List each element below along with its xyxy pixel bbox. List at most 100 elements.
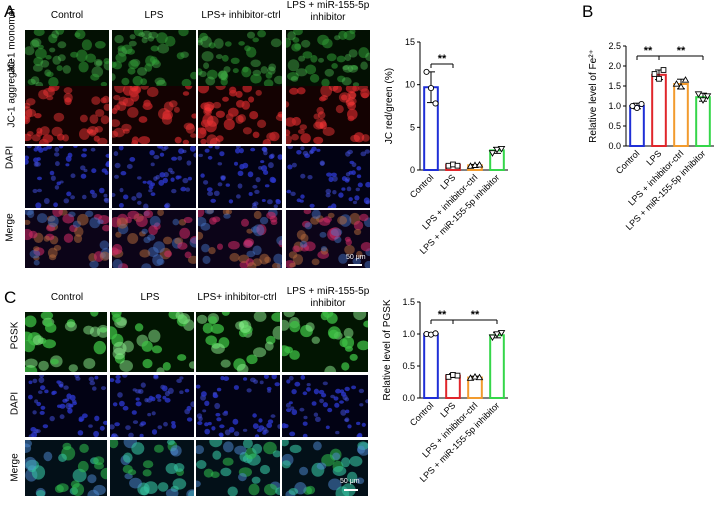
data-point <box>493 146 501 154</box>
c-scale-bar <box>344 489 358 491</box>
bar <box>629 105 645 147</box>
significance-label: ** <box>677 45 686 57</box>
c-row-merge: Merge <box>9 453 21 482</box>
y-tick-label: 1.5 <box>402 297 415 307</box>
data-point <box>488 334 497 342</box>
a-tile-r1-c0 <box>25 86 109 144</box>
a-tile-r0-c1 <box>112 30 196 86</box>
significance-label: ** <box>644 45 653 57</box>
data-point <box>656 75 662 82</box>
chart-jc-red-green: 0 5 10 15 JC red/green (%) Control LPS LPS + in… <box>380 30 570 275</box>
bar <box>489 334 505 399</box>
c-tile-r0-c3 <box>282 312 368 372</box>
data-point <box>633 104 641 112</box>
c-tile-r1-c0 <box>25 375 107 437</box>
chart-pgsk-level: 0.0 0.5 1.0 1.5 Relative level of PGSK Contro… <box>380 290 570 511</box>
significance-label: ** <box>471 309 480 321</box>
category-label: Control <box>408 400 436 428</box>
chart-fe2-level: 0.0 0.5 1.0 1.5 2.0 2.5 Relative level of Fe²⁺… <box>588 30 718 305</box>
c-col-inhibitor: LPS + miR-155-5p inhibitor <box>286 286 370 309</box>
y-axis-label: Relative level of Fe²⁺ <box>588 49 599 143</box>
data-point <box>699 97 707 104</box>
category-label: LPS <box>644 148 663 167</box>
data-point <box>651 71 658 77</box>
y-tick-label: 5 <box>410 122 415 132</box>
a-tile-r3-c0 <box>25 210 109 268</box>
c-tile-r0-c0 <box>25 312 107 372</box>
panel-label-c: C <box>4 288 17 307</box>
data-point <box>493 331 501 338</box>
c-row-pgsk: PGSK <box>9 321 21 350</box>
data-point <box>694 91 703 98</box>
data-point <box>488 150 497 157</box>
a-scale-bar <box>348 264 362 266</box>
category-label: Control <box>408 172 436 200</box>
y-tick-label: 0 <box>410 165 415 175</box>
a-tile-r3-c2 <box>198 210 282 268</box>
c-tile-r0-c2 <box>196 312 280 372</box>
data-point <box>638 100 645 108</box>
c-row-dapi: DAPI <box>9 391 21 416</box>
bar <box>673 83 689 147</box>
y-tick-label: 0.5 <box>402 361 415 371</box>
c-tile-r2-c2 <box>196 440 280 496</box>
c-tile-r2-c3 <box>282 440 368 496</box>
y-tick-label: 10 <box>405 80 415 90</box>
y-tick-label: 15 <box>405 37 415 47</box>
y-axis-label: JC red/green (%) <box>384 68 395 144</box>
c-tile-r0-c1 <box>110 312 194 372</box>
a-scale-bar-label: 50 μm <box>346 254 366 261</box>
bar <box>651 73 667 147</box>
a-tile-r2-c3 <box>286 146 370 208</box>
a-tile-r3-c1 <box>112 210 196 268</box>
a-col-inhibitor: LPS + miR-155-5p inhibitor <box>286 0 370 23</box>
a-tile-r1-c2 <box>198 86 282 144</box>
bar <box>423 333 439 399</box>
c-col-lps: LPS <box>140 292 160 303</box>
c-col-control: Control <box>50 292 84 303</box>
c-tile-r1-c1 <box>110 375 194 437</box>
y-tick-label: 0.5 <box>608 121 621 131</box>
y-tick-label: 1.0 <box>608 101 621 111</box>
a-row-dapi: DAPI <box>4 145 16 170</box>
a-tile-r0-c3 <box>286 30 370 86</box>
y-axis-label: Relative level of PGSK <box>382 299 393 400</box>
a-row-merge: Merge <box>4 213 16 242</box>
y-tick-label: 2.0 <box>608 61 621 71</box>
c-col-inhibitor-ctrl: LPS+ inhibitor-ctrl <box>197 292 277 303</box>
data-point <box>660 67 667 73</box>
data-point <box>471 372 479 380</box>
c-scale-bar-label: 50 μm <box>340 478 360 485</box>
a-col-control: Control <box>50 10 84 21</box>
category-label: Control <box>614 148 642 176</box>
data-point <box>475 373 484 381</box>
y-tick-label: 1.0 <box>402 329 415 339</box>
c-tile-r2-c1 <box>110 440 194 496</box>
data-point <box>454 162 461 169</box>
data-point <box>497 330 506 337</box>
c-tile-r1-c3 <box>282 375 368 437</box>
category-label: LPS <box>438 172 457 191</box>
data-point <box>432 100 439 107</box>
a-col-inhibitor-ctrl: LPS+ inhibitor-ctrl <box>201 10 281 21</box>
y-tick-label: 1.5 <box>608 81 621 91</box>
c-tile-r1-c2 <box>196 375 280 437</box>
bar <box>695 96 711 147</box>
y-tick-label: 0.0 <box>402 393 415 403</box>
data-point <box>423 68 430 75</box>
data-point <box>681 76 690 83</box>
data-point <box>672 80 681 87</box>
a-tile-r0-c2 <box>198 30 282 86</box>
a-tile-r2-c2 <box>198 146 282 208</box>
category-label: LPS <box>438 400 457 419</box>
a-row-aggregate: JC-1 aggregate <box>6 58 18 128</box>
y-tick-label: 0.0 <box>608 141 621 151</box>
data-point <box>497 146 506 153</box>
significance-label: ** <box>438 309 447 321</box>
significance-label: ** <box>438 53 447 65</box>
data-point <box>677 82 685 90</box>
a-tile-r1-c3 <box>286 86 370 144</box>
a-tile-r0-c0 <box>25 30 109 86</box>
a-tile-r1-c1 <box>112 86 196 144</box>
data-point <box>432 330 439 337</box>
